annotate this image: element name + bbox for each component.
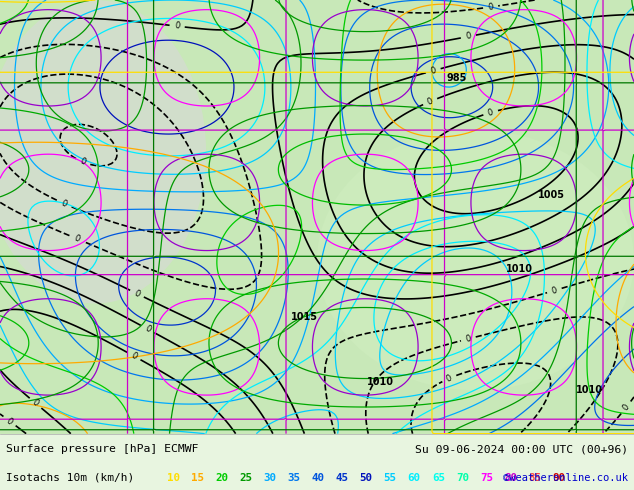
Text: 0: 0 bbox=[174, 22, 180, 31]
Text: 0: 0 bbox=[5, 416, 15, 426]
Text: 1010: 1010 bbox=[507, 264, 533, 274]
Text: 0: 0 bbox=[621, 403, 631, 413]
Text: 0: 0 bbox=[445, 373, 453, 384]
Text: 0: 0 bbox=[60, 198, 68, 209]
Text: 35: 35 bbox=[287, 472, 301, 483]
Text: 985: 985 bbox=[446, 73, 467, 83]
Text: 0: 0 bbox=[79, 157, 87, 167]
Text: 0: 0 bbox=[30, 398, 41, 408]
Text: 0: 0 bbox=[550, 286, 558, 295]
Text: 70: 70 bbox=[456, 472, 469, 483]
Text: 0: 0 bbox=[465, 334, 472, 344]
Text: 0: 0 bbox=[488, 2, 494, 12]
Ellipse shape bbox=[0, 0, 206, 303]
Text: 1010: 1010 bbox=[576, 385, 603, 395]
Text: 0: 0 bbox=[129, 351, 138, 361]
Text: 85: 85 bbox=[528, 472, 541, 483]
Text: 65: 65 bbox=[432, 472, 445, 483]
Text: 1015: 1015 bbox=[291, 312, 318, 321]
Text: 0: 0 bbox=[465, 32, 472, 42]
Ellipse shape bbox=[317, 130, 634, 390]
Text: 0: 0 bbox=[426, 97, 434, 107]
Text: 30: 30 bbox=[263, 472, 276, 483]
Text: 50: 50 bbox=[359, 472, 373, 483]
Text: 15: 15 bbox=[191, 472, 204, 483]
Text: 80: 80 bbox=[504, 472, 517, 483]
Text: 0: 0 bbox=[143, 324, 152, 334]
Text: 0: 0 bbox=[487, 107, 495, 118]
Text: 60: 60 bbox=[408, 472, 421, 483]
Text: 0: 0 bbox=[72, 233, 81, 244]
Text: Su 09-06-2024 00:00 UTC (00+96): Su 09-06-2024 00:00 UTC (00+96) bbox=[415, 444, 628, 454]
Text: 0: 0 bbox=[133, 289, 141, 299]
Text: 40: 40 bbox=[311, 472, 325, 483]
Text: 10: 10 bbox=[167, 472, 180, 483]
Text: 0: 0 bbox=[430, 66, 437, 76]
Text: Surface pressure [hPa] ECMWF: Surface pressure [hPa] ECMWF bbox=[6, 444, 199, 454]
Text: 1010: 1010 bbox=[367, 377, 394, 387]
Text: 90: 90 bbox=[552, 472, 566, 483]
Text: ©weatheronline.co.uk: ©weatheronline.co.uk bbox=[503, 472, 628, 483]
Text: Isotachs 10m (km/h): Isotachs 10m (km/h) bbox=[6, 472, 134, 483]
Text: 25: 25 bbox=[239, 472, 252, 483]
Text: 55: 55 bbox=[384, 472, 397, 483]
Text: 45: 45 bbox=[335, 472, 349, 483]
Text: 1005: 1005 bbox=[538, 190, 565, 200]
Text: 75: 75 bbox=[480, 472, 493, 483]
Text: 20: 20 bbox=[215, 472, 228, 483]
